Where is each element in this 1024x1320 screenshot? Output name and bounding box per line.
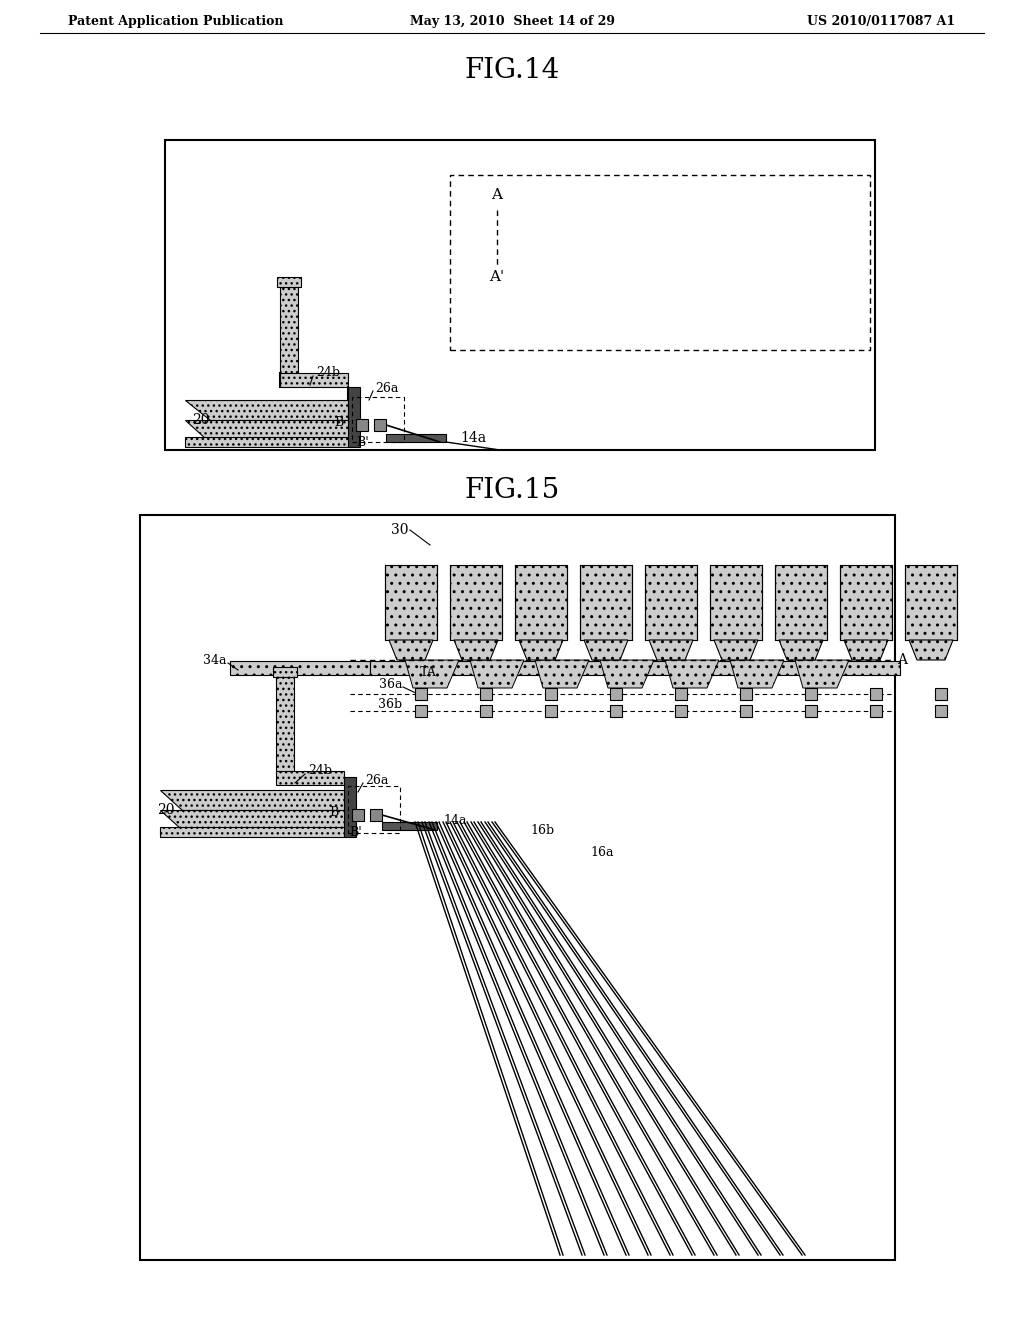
Bar [610, 705, 622, 717]
Text: TA: TA [420, 665, 437, 678]
Polygon shape [779, 640, 823, 660]
Polygon shape [844, 640, 888, 660]
Bar [775, 565, 827, 640]
Polygon shape [535, 660, 589, 688]
Bar [160, 828, 346, 837]
Polygon shape [909, 640, 953, 660]
Bar [480, 705, 492, 717]
Text: Patent Application Publication: Patent Application Publication [68, 16, 284, 29]
Bar [580, 565, 632, 640]
Bar [840, 565, 892, 640]
Text: 36b: 36b [378, 698, 402, 711]
Text: 26a: 26a [365, 774, 388, 787]
Bar [415, 688, 427, 700]
Polygon shape [160, 789, 344, 810]
Polygon shape [185, 420, 350, 438]
Bar [185, 437, 350, 447]
Bar [805, 688, 817, 700]
Bar [352, 397, 404, 442]
Text: 16a: 16a [590, 846, 613, 858]
Text: B': B' [349, 826, 361, 840]
Text: A: A [492, 187, 503, 202]
Text: A: A [897, 653, 907, 667]
Bar [165, 140, 874, 450]
Bar [415, 705, 427, 717]
Bar [385, 565, 437, 640]
Polygon shape [649, 640, 693, 660]
Polygon shape [185, 400, 348, 420]
Bar [710, 565, 762, 640]
Bar [905, 565, 957, 640]
Bar [344, 777, 356, 837]
Bar [480, 688, 492, 700]
Bar [740, 705, 752, 717]
Bar [276, 771, 344, 785]
Bar [935, 705, 947, 717]
Bar [386, 434, 446, 442]
Bar [370, 809, 382, 821]
Bar [610, 688, 622, 700]
Text: US 2010/0117087 A1: US 2010/0117087 A1 [807, 16, 955, 29]
Text: 24b: 24b [316, 366, 340, 379]
Text: B: B [330, 805, 339, 818]
Bar [280, 285, 298, 375]
Bar [450, 565, 502, 640]
Bar [356, 418, 368, 432]
Bar [278, 277, 301, 286]
Polygon shape [470, 660, 524, 688]
Text: 20: 20 [158, 803, 175, 817]
Bar [370, 661, 900, 675]
Text: 20: 20 [193, 413, 210, 426]
Polygon shape [665, 660, 719, 688]
Polygon shape [730, 660, 784, 688]
Text: 34a: 34a [203, 653, 226, 667]
Bar [740, 688, 752, 700]
Bar [870, 705, 882, 717]
Bar [675, 705, 687, 717]
Text: B': B' [356, 437, 369, 450]
Text: May 13, 2010  Sheet 14 of 29: May 13, 2010 Sheet 14 of 29 [410, 16, 614, 29]
Text: B: B [335, 416, 344, 429]
Bar [352, 809, 364, 821]
Bar [545, 688, 557, 700]
Polygon shape [454, 640, 498, 660]
Bar [230, 661, 370, 675]
Bar [870, 688, 882, 700]
Polygon shape [584, 640, 628, 660]
Bar [348, 387, 360, 447]
Bar [382, 822, 437, 830]
Bar [805, 705, 817, 717]
Bar [675, 688, 687, 700]
Bar [374, 418, 386, 432]
Polygon shape [714, 640, 758, 660]
Text: FIG.14: FIG.14 [464, 57, 560, 83]
Polygon shape [519, 640, 563, 660]
Text: 14a: 14a [443, 813, 467, 826]
Text: FIG.15: FIG.15 [464, 477, 560, 503]
Text: 14a: 14a [460, 432, 486, 445]
Bar [273, 667, 297, 677]
Polygon shape [795, 660, 849, 688]
Text: A': A' [489, 271, 505, 284]
Text: 16b: 16b [530, 824, 554, 837]
Bar [450, 176, 870, 350]
Text: 24b: 24b [308, 763, 332, 776]
Polygon shape [600, 660, 654, 688]
Polygon shape [389, 640, 433, 660]
Text: 26a: 26a [375, 381, 398, 395]
Bar [645, 565, 697, 640]
Polygon shape [406, 660, 459, 688]
Bar [280, 374, 348, 387]
Bar [515, 565, 567, 640]
Bar [276, 675, 294, 772]
Polygon shape [160, 810, 346, 828]
Text: 36a: 36a [379, 678, 402, 692]
Bar [935, 688, 947, 700]
Bar [140, 515, 895, 1261]
Bar [348, 785, 400, 833]
Bar [545, 705, 557, 717]
Text: 30: 30 [390, 523, 408, 537]
